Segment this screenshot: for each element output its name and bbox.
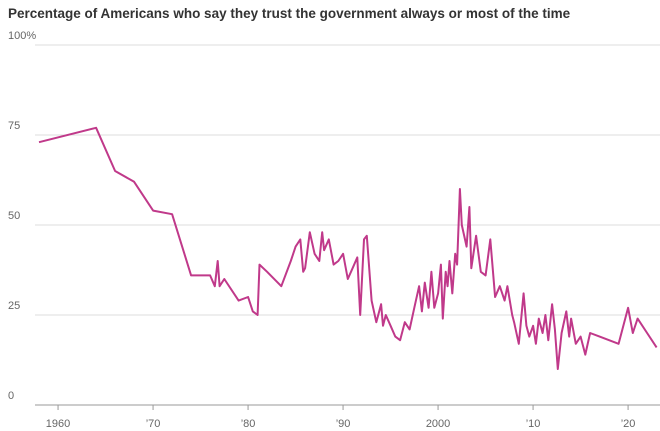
y-tick-label: 50 [8, 210, 20, 222]
y-tick-label: 100% [8, 30, 36, 42]
x-tick-label: ’90 [336, 418, 351, 430]
x-tick-label: ’20 [621, 418, 636, 430]
chart-title: Percentage of Americans who say they tru… [8, 6, 571, 21]
y-tick-label: 0 [8, 390, 14, 402]
x-tick-label: 1960 [46, 418, 70, 430]
data-line [38, 126, 658, 370]
y-tick-label: 25 [8, 300, 20, 312]
x-tick-label: ’10 [526, 418, 541, 430]
x-tick-label: ’80 [241, 418, 256, 430]
x-tick-label: 2000 [426, 418, 450, 430]
y-tick-label: 75 [8, 120, 20, 132]
x-tick-label: ’70 [146, 418, 161, 430]
